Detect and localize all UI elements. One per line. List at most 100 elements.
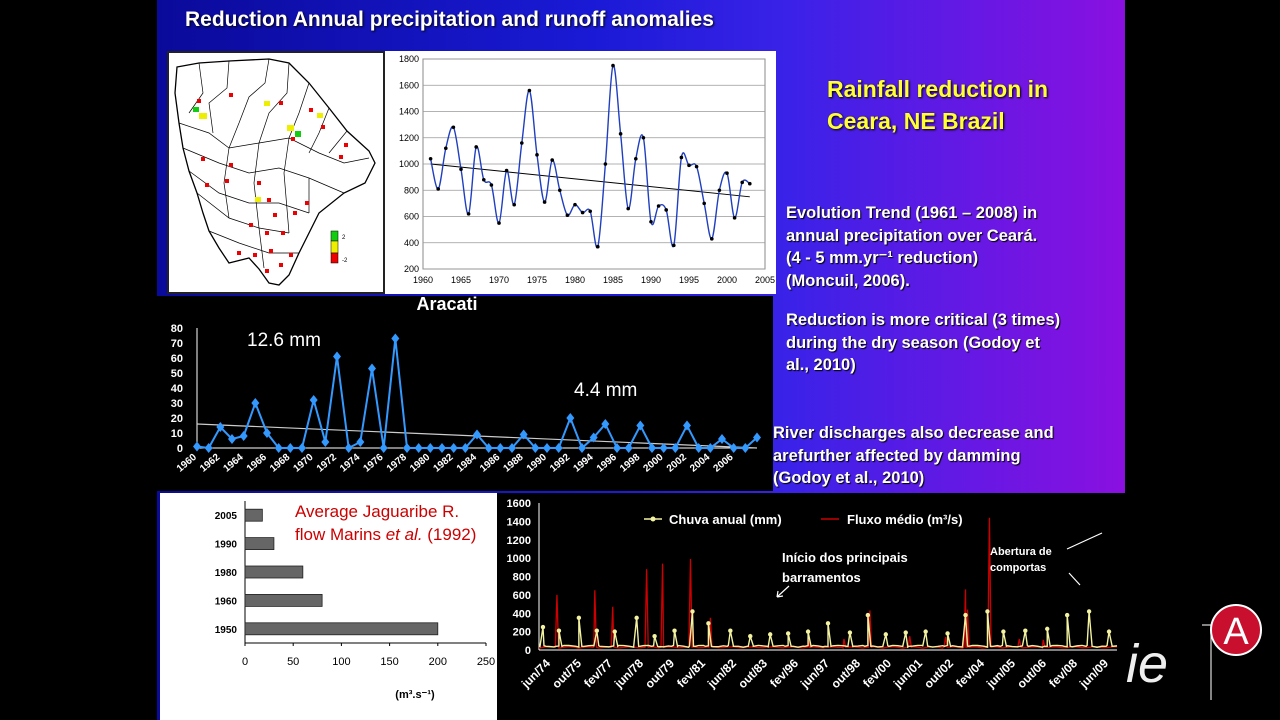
aracati-point: [589, 432, 598, 443]
rain-point: [1106, 629, 1112, 634]
precip-xtick: 1970: [489, 275, 509, 285]
aracati-point: [263, 428, 271, 438]
precip-point: [702, 201, 706, 206]
chuva-fluxo-panel: 0 200 400 600 800 1000 1200 1400 1600 jun/74 out/7…: [497, 493, 1125, 720]
precip-point: [451, 125, 456, 130]
aracati-ytick: 80: [171, 323, 183, 335]
aracati-xtick: 1966: [245, 452, 269, 475]
chuva-xtick: fev/04: [953, 656, 987, 690]
aracati-xtick: 2004: [688, 452, 712, 475]
precip-point: [694, 164, 699, 169]
rain-point: [540, 624, 546, 630]
rain-point: [847, 630, 853, 635]
aracati-xtick: 1994: [571, 452, 595, 475]
aracati-xtick: 1992: [548, 452, 572, 475]
chuva-xtick: fev/81: [674, 656, 708, 690]
rain-point: [1023, 628, 1028, 633]
aracati-point: [753, 432, 761, 443]
aracati-point: [624, 443, 633, 453]
precip-point: [710, 237, 714, 241]
aracati-point: [659, 443, 668, 453]
jaguaribe-flow-panel: 2005 1990 1980 1960 1950 0 50 100 150 200 250 (m³.s…: [160, 493, 497, 720]
aracati-point: [426, 443, 435, 453]
evolution-line4: (Moncuil, 2006).: [786, 271, 910, 290]
flow-xtick: 200: [429, 656, 447, 668]
annotation-gates-line2: comportas: [990, 562, 1046, 574]
rain-point: [556, 628, 562, 633]
precip-point: [656, 204, 661, 208]
aracati-xtick: 1990: [525, 452, 549, 475]
rain-series-line: [538, 611, 1118, 649]
rain-point: [652, 634, 657, 639]
aracati-point: [636, 420, 645, 431]
dry-season-line2: during the dry season (Godoy et: [786, 333, 1040, 352]
precip-ytick: 1400: [399, 107, 419, 117]
rain-point: [728, 628, 733, 633]
chuva-fluxo-chart: 02004006008001000120014001600jun/74out/7…: [507, 498, 1118, 691]
aracati-point: [519, 429, 528, 440]
precip-point: [444, 146, 448, 151]
logo-text: ie: [1126, 634, 1168, 694]
map-color-legend: 2 -2: [330, 230, 348, 264]
precip-point: [527, 88, 532, 93]
legend-rain-marker: [650, 516, 656, 522]
precip-ytick: 1600: [399, 80, 419, 90]
precip-ytick: 600: [404, 212, 419, 222]
aracati-point: [344, 443, 353, 453]
flow-title-line1: Average Jaguaribe R.: [295, 502, 459, 521]
evolution-line1: Evolution Trend (1961 – 2008) in: [786, 204, 1038, 222]
logo-badge-letter: A: [1223, 611, 1249, 653]
chuva-xtick: out/75: [549, 656, 584, 691]
map-station-markers: [193, 93, 348, 273]
ceara-map-panel: 2 -2: [167, 51, 385, 294]
flow-category-label: 1990: [215, 540, 238, 551]
chuva-ytick: 1000: [507, 553, 531, 565]
chuva-xtick: jun/97: [797, 656, 832, 691]
aracati-point: [508, 443, 516, 453]
aracati-point: [274, 443, 283, 453]
map-legend-bottom: -2: [342, 258, 348, 264]
precip-point: [588, 209, 592, 214]
aracati-ytick: 50: [171, 368, 183, 380]
aracati-point: [356, 437, 365, 447]
precip-point: [603, 162, 608, 166]
dry-season-text: Reduction is more critical (3 times) dur…: [786, 309, 1060, 377]
chuva-ytick: 200: [513, 627, 531, 639]
chuva-xtick: out/83: [735, 656, 770, 691]
aracati-point: [484, 443, 493, 453]
precip-point: [649, 219, 653, 224]
flow-xtick: 150: [380, 656, 398, 668]
aracati-xtick: 1960: [175, 452, 199, 475]
annotation-dams-line1: Início dos principais: [782, 550, 908, 565]
aracati-point: [204, 443, 213, 453]
precip-point: [565, 213, 570, 217]
chuva-ytick: 1200: [507, 535, 531, 547]
chuva-xtick: fev/00: [860, 656, 894, 690]
aracati-point: [251, 398, 260, 408]
rain-point: [825, 621, 831, 626]
precip-point: [664, 208, 668, 212]
precip-ytick: 1000: [399, 159, 419, 169]
rain-point: [903, 630, 908, 635]
aracati-point: [531, 443, 540, 453]
rain-point: [963, 612, 968, 618]
rain-point: [805, 629, 811, 634]
aracati-xtick: 1976: [361, 452, 385, 475]
aracati-xtick: 1998: [618, 452, 642, 475]
precip-point: [611, 63, 615, 68]
aracati-xtick: 1996: [595, 452, 619, 475]
jaguaribe-flow-chart: 2005 1990 1980 1960 1950 0 50 100 150 200 250 (m³.s…: [215, 501, 495, 701]
aracati-xtick: 2002: [665, 452, 689, 475]
aracati-ytick: 60: [171, 353, 183, 365]
evolution-trend-text: Evolution Trend (1961 – 2008) in annual …: [786, 202, 1037, 292]
chuva-xtick: out/79: [642, 656, 677, 691]
precip-point: [580, 210, 585, 215]
precip-ytick: 800: [404, 185, 419, 195]
map-legend-top: 2: [342, 235, 346, 241]
flow-bar: [244, 565, 304, 579]
side-title-line1: Rainfall reduction in: [827, 76, 1049, 102]
chuva-ytick: 400: [513, 608, 531, 620]
precip-xtick: 1965: [451, 275, 471, 285]
flow-xtick: 0: [242, 656, 248, 668]
precip-point: [679, 155, 684, 160]
